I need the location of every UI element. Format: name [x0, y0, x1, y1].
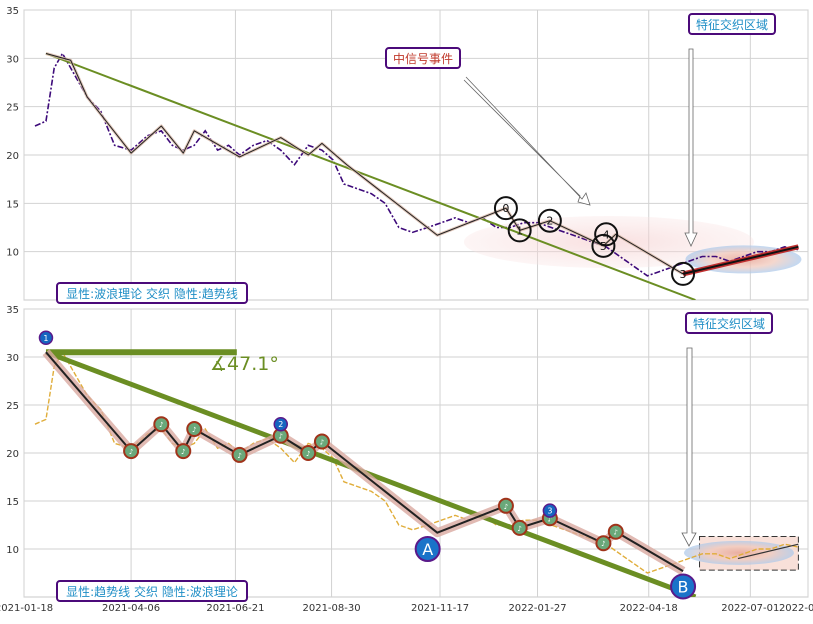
tail-line [682, 245, 799, 275]
x-tick-label: 2022-07-01 [721, 603, 779, 614]
angle-label: ∡47.1° [210, 353, 279, 375]
wave-marker-circle [537, 208, 562, 233]
wave-marker-circle [507, 218, 532, 243]
wave-marker-circle [671, 261, 696, 286]
point-b-marker [670, 573, 697, 600]
y-tick-label: 30 [6, 353, 19, 364]
wave-marker-circle [493, 196, 518, 221]
point-b-label: B [678, 577, 689, 596]
wave-line [45, 351, 684, 572]
wave-point-marker [300, 445, 317, 461]
wave-point-glyph: ♪ [517, 525, 521, 533]
y-tick-label: 20 [6, 449, 19, 460]
wave-point-marker [595, 535, 612, 552]
y-tick-label: 35 [6, 305, 19, 316]
intersect-zone [683, 540, 794, 565]
y-tick-label: 20 [6, 151, 19, 162]
zone-label-box [688, 13, 776, 35]
wave-point-glyph: ♪ [614, 529, 618, 537]
wave-marker-circle [591, 233, 616, 258]
zone-label: 特征交织区域 [696, 17, 768, 32]
wave-point-marker [186, 421, 203, 437]
wave-marker-label: 1 [516, 224, 523, 237]
blue-marker [273, 416, 289, 432]
wave-point-glyph: ♪ [504, 503, 508, 511]
wave-point-marker [497, 497, 514, 514]
bottom-panel: 10 15 20 25 30 35 2021-01-18 2021-04-06 2021-06-… [0, 305, 813, 614]
wave-line [45, 53, 684, 275]
x-tick-label: 2022-08-12 [779, 603, 813, 614]
wave-point-marker [123, 443, 140, 460]
blue-marker [542, 503, 558, 518]
wave-point-glyph: ♪ [601, 540, 605, 548]
wave-point-glyph: ♪ [306, 450, 310, 458]
wave-point-glyph: ♪ [129, 448, 133, 456]
tail-halo [737, 543, 799, 560]
x-tick-label: 2021-11-17 [411, 603, 469, 614]
blue-marker-label: 2 [278, 420, 283, 429]
y-tick-label: 25 [6, 103, 19, 114]
mode-label: 显性:趋势线 交织 隐性:波浪理论 [66, 584, 238, 599]
wave-point-glyph: ♪ [237, 452, 241, 460]
wave-marker-label: 5 [600, 240, 607, 253]
wave-point-glyph: ♪ [159, 421, 163, 429]
wave-marker-label: 0 [502, 202, 509, 215]
wave-point-glyph: ♪ [320, 438, 324, 446]
y-tick-label: 25 [6, 401, 19, 412]
wave-point-glyph: ♪ [279, 433, 283, 441]
wave-marker-label: 4 [603, 228, 610, 241]
mode-label: 显性:波浪理论 交织 隐性:趋势线 [66, 286, 238, 301]
point-a-label: A [422, 540, 433, 559]
x-tick-label: 2022-01-27 [508, 603, 566, 614]
wave-point-marker [313, 433, 330, 450]
plot-content [34, 349, 799, 597]
zone-arrow [684, 48, 698, 247]
y-tick-label: 10 [6, 248, 19, 259]
blue-marker-label: 1 [43, 334, 48, 343]
blue-marker [38, 330, 54, 346]
point-a-marker [414, 536, 441, 562]
mode-label-box [56, 580, 248, 602]
y-tick-label: 15 [6, 199, 19, 210]
zone-arrow [681, 347, 697, 547]
blue-marker-label: 3 [547, 507, 552, 516]
trend-line [45, 52, 696, 300]
x-tick-label: 2022-04-18 [620, 603, 678, 614]
wave-point-marker [607, 523, 624, 540]
wave-point-marker [153, 416, 170, 433]
wave-point-marker [175, 443, 192, 460]
wave-marker-circle [594, 222, 619, 247]
event-label-box [385, 47, 461, 69]
x-tick-label: 2021-04-06 [102, 603, 160, 614]
wave-point-glyph: ♪ [548, 515, 552, 523]
zone-label: 特征交织区域 [693, 316, 765, 331]
zone-label-box [685, 312, 773, 334]
mode-label-box [56, 282, 248, 304]
price-line [34, 51, 799, 277]
price-line [34, 350, 799, 574]
wave-point-marker [511, 519, 528, 536]
x-tick-label: 2021-01-18 [0, 603, 53, 614]
x-tick-label: 2021-08-30 [302, 603, 360, 614]
y-tick-label: 35 [6, 6, 19, 17]
wave-marker-label: 3 [680, 268, 687, 281]
y-tick-label: 10 [6, 545, 19, 556]
wave-point-glyph: ♪ [192, 426, 196, 434]
wave-marker-label: 2 [546, 215, 553, 228]
event-arrow [463, 76, 591, 206]
x-tick-label: 2021-06-21 [206, 603, 264, 614]
plot-content [34, 51, 802, 300]
y-tick-label: 15 [6, 497, 19, 508]
y-tick-label: 30 [6, 54, 19, 65]
wave-point-marker [231, 446, 248, 463]
wave-point-glyph: ♪ [181, 448, 185, 456]
event-label: 中信号事件 [393, 51, 453, 66]
